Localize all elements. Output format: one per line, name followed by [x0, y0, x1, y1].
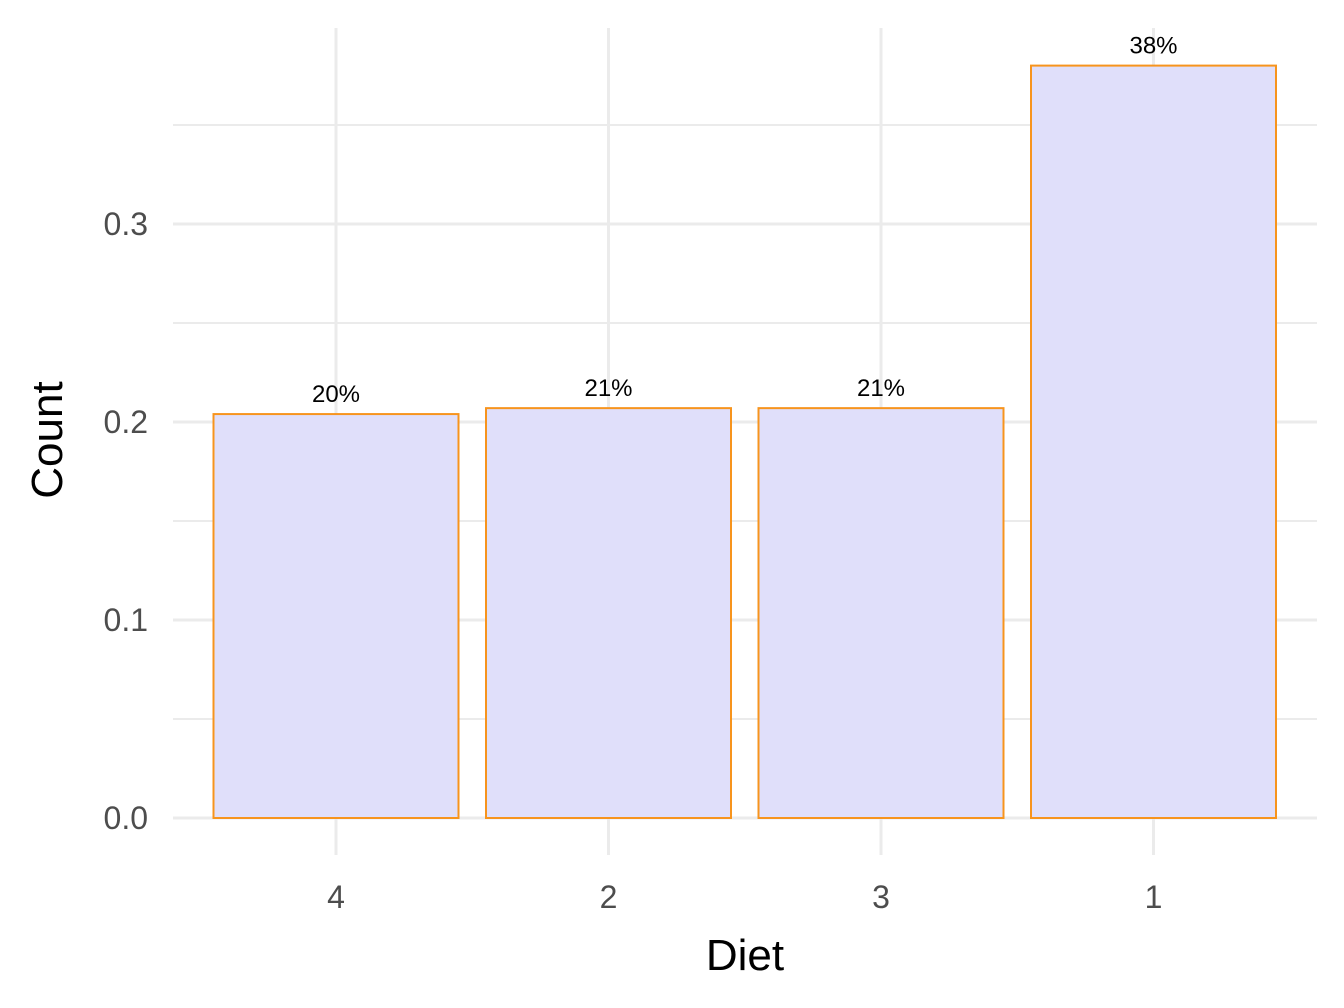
data-label-2: 21% [584, 375, 632, 402]
y-tick-label: 0.3 [104, 206, 148, 242]
x-axis-ticks: 4 2 3 1 [327, 879, 1162, 915]
y-tick-label: 0.1 [104, 602, 148, 638]
bar-3 [757, 407, 1005, 819]
y-tick-label: 0.0 [104, 800, 148, 836]
y-tick-label: 0.2 [104, 404, 148, 440]
x-axis-title: Diet [706, 931, 784, 980]
data-labels: 20% 21% 21% 38% [312, 33, 1178, 408]
x-tick-label: 1 [1145, 879, 1163, 915]
x-tick-label: 4 [327, 879, 345, 915]
bars [212, 64, 1277, 820]
data-label-4: 20% [312, 381, 360, 408]
data-label-1: 38% [1129, 33, 1177, 60]
y-axis-ticks: 0.0 0.1 0.2 0.3 [104, 206, 148, 836]
bar-1 [1030, 64, 1277, 820]
data-label-3: 21% [857, 375, 905, 402]
x-tick-label: 3 [872, 879, 890, 915]
x-tick-label: 2 [600, 879, 618, 915]
bar-2 [485, 407, 732, 819]
y-axis-title: Count [23, 381, 72, 498]
bar-4 [212, 413, 460, 819]
